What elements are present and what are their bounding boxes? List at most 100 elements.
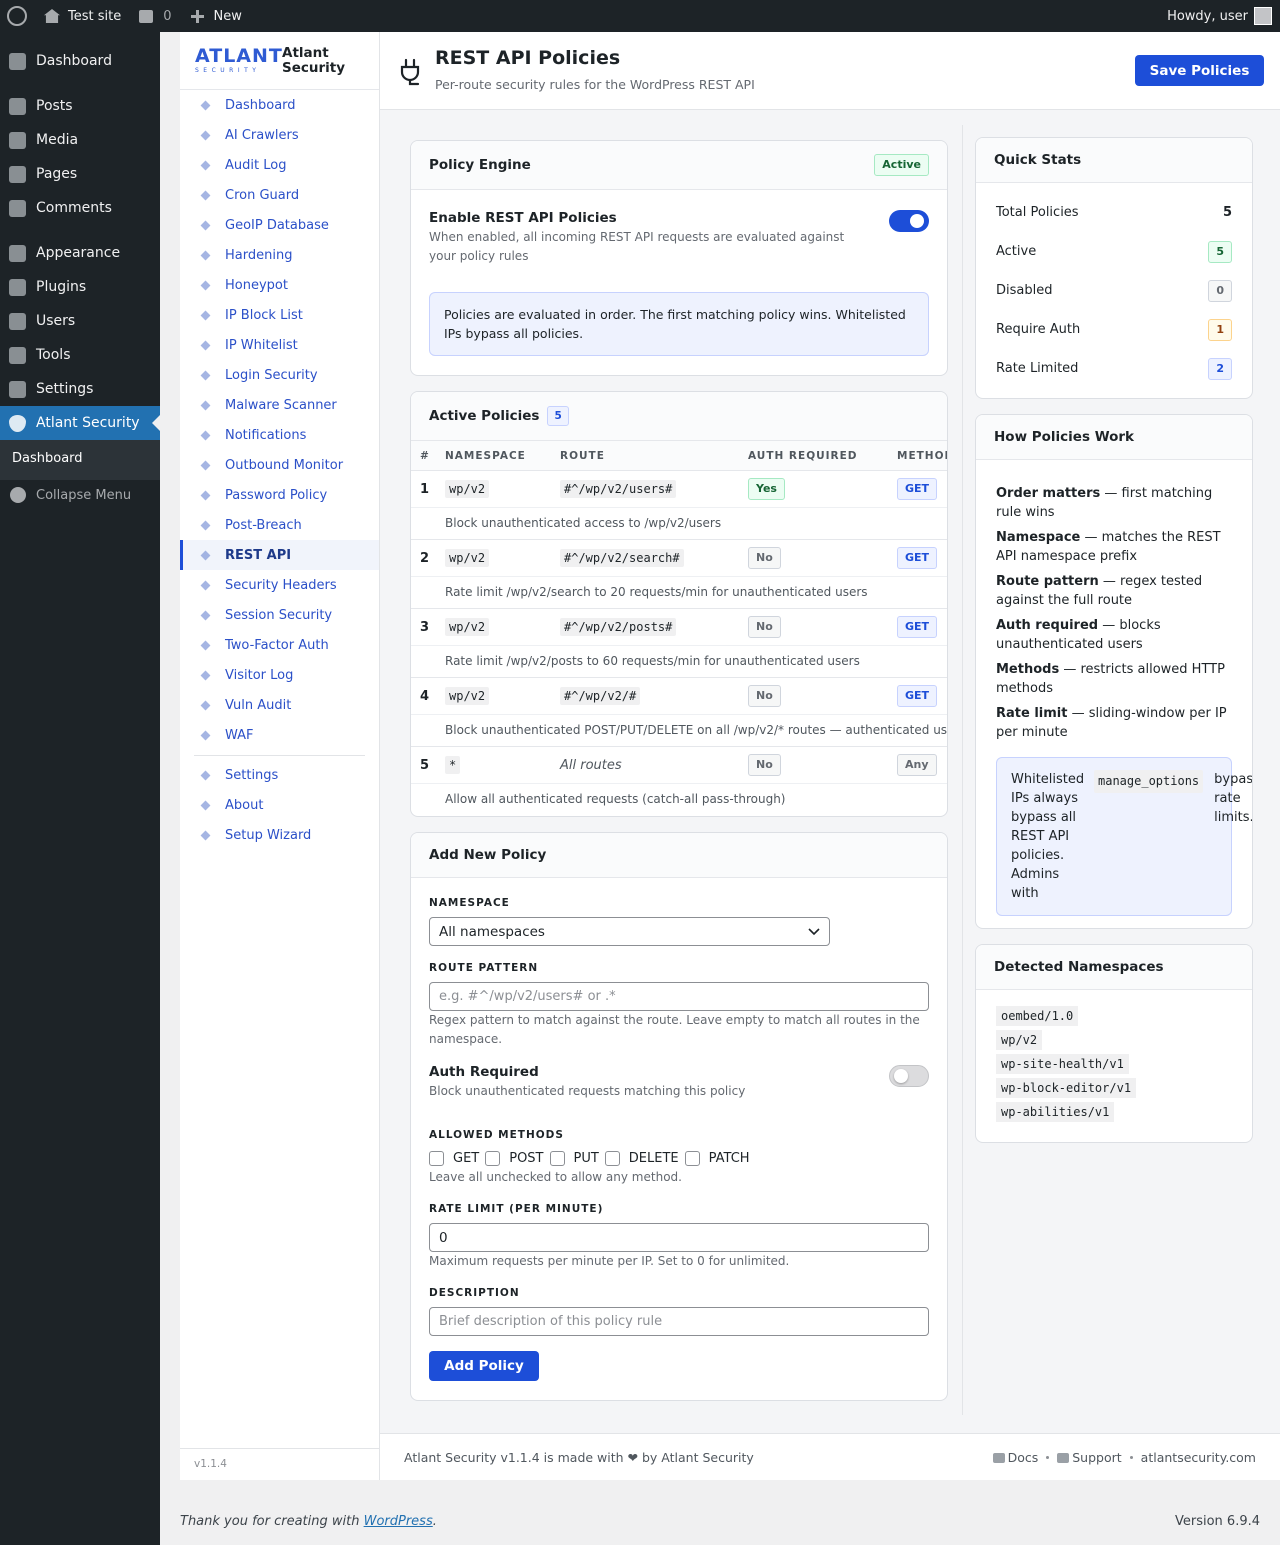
account[interactable]: Howdy, user <box>1167 7 1280 25</box>
nav-item[interactable]: WAF <box>180 720 379 750</box>
menu-item[interactable]: Dashboard <box>0 44 160 78</box>
menu-icon <box>9 414 26 432</box>
new-icon[interactable] <box>190 9 204 23</box>
nav-icon <box>200 640 211 650</box>
menu-item[interactable]: Plugins <box>0 270 160 304</box>
how-text: — blocks unauthenticated users <box>996 618 1161 652</box>
nav-label: Hardening <box>225 247 293 263</box>
card-header: Active Policies 5 <box>411 392 947 441</box>
collapse-icon <box>10 487 26 503</box>
plugin-footer: Atlant Security v1.1.4 is made with ❤ by… <box>380 1433 1280 1480</box>
footer-link[interactable]: atlantsecurity.com <box>1141 1450 1256 1465</box>
policy-description: Rate limit /wp/v2/posts to 60 requests/m… <box>411 646 947 678</box>
nav-label: About <box>225 797 264 813</box>
policy-row[interactable]: 4 wp/v2 #^/wp/v2/# No GET <box>411 678 947 715</box>
stat-value: 2 <box>1208 357 1232 380</box>
policy-row[interactable]: 3 wp/v2 #^/wp/v2/posts# No GET <box>411 609 947 646</box>
checkbox[interactable] <box>485 1150 501 1166</box>
menu-item[interactable]: Posts <box>0 89 160 123</box>
nav-item[interactable]: Honeypot <box>180 270 379 300</box>
menu-item[interactable]: Atlant Security <box>0 406 160 440</box>
wp-logo[interactable] <box>7 6 27 26</box>
nav-item[interactable]: Audit Log <box>180 150 379 180</box>
nav-item[interactable]: Session Security <box>180 600 379 630</box>
policy-row[interactable]: 2 wp/v2 #^/wp/v2/search# No GET <box>411 540 947 577</box>
nav-item[interactable]: GeoIP Database <box>180 210 379 240</box>
new-link[interactable]: New <box>213 8 242 24</box>
nav-item[interactable]: IP Whitelist <box>180 330 379 360</box>
link-icon <box>992 1452 1005 1463</box>
menu-item[interactable]: Comments <box>0 191 160 225</box>
nav-item[interactable]: Vuln Audit <box>180 690 379 720</box>
nav-item[interactable]: Outbound Monitor <box>180 450 379 480</box>
footer-link[interactable]: Docs <box>992 1450 1038 1465</box>
nav-item[interactable]: Visitor Log <box>180 660 379 690</box>
wordpress-link[interactable]: WordPress <box>363 1514 433 1529</box>
menu-icon <box>9 97 26 115</box>
submenu-item[interactable]: Dashboard <box>12 451 83 466</box>
nav-item[interactable]: Post-Breach <box>180 510 379 540</box>
menu-item[interactable]: Tools <box>0 338 160 372</box>
rate-input[interactable]: 0 <box>429 1223 929 1252</box>
nav-item[interactable]: Security Headers <box>180 570 379 600</box>
checkbox[interactable] <box>429 1150 444 1166</box>
nav-item[interactable]: REST API <box>180 540 379 570</box>
nav-item[interactable]: About <box>180 790 379 820</box>
site-name[interactable]: Test site <box>68 8 122 24</box>
menu-label: Settings <box>36 381 94 397</box>
chevron <box>808 927 820 935</box>
nav-item[interactable]: Login Security <box>180 360 379 390</box>
menu-item[interactable]: Appearance <box>0 236 160 270</box>
nav-icon <box>200 280 211 290</box>
nav-item[interactable]: IP Block List <box>180 300 379 330</box>
nav-item[interactable]: Notifications <box>180 420 379 450</box>
wp-version: Version 6.9.4 <box>1174 1514 1260 1529</box>
menu-item[interactable]: Pages <box>0 157 160 191</box>
field-label: ALLOWED METHODS <box>429 1129 564 1141</box>
comments-icon[interactable] <box>139 9 154 23</box>
description-input[interactable]: Brief description of this policy rule <box>429 1307 929 1336</box>
method-label: GET <box>453 1150 480 1166</box>
route-input[interactable]: e.g. #^/wp/v2/users# or .* <box>429 982 929 1011</box>
collapse-menu[interactable]: Collapse Menu <box>0 480 160 510</box>
nav-item[interactable]: Two-Factor Auth <box>180 630 379 660</box>
methods: GET POST PUT DELETE PATCH <box>429 1149 929 1167</box>
card-title: Add New Policy <box>429 847 547 863</box>
nav-label: Setup Wizard <box>225 827 312 843</box>
nav-icon <box>200 550 211 560</box>
card-body: oembed/1.0 wp/v2 wp-site-health/v1 wp-block… <box>976 990 1252 1142</box>
nav-item[interactable]: Password Policy <box>180 480 379 510</box>
nav-item[interactable]: Settings <box>180 760 379 790</box>
status-badge: Active <box>874 154 929 176</box>
menu-item[interactable]: Media <box>0 123 160 157</box>
policy-row[interactable]: 5 * All routes No Any <box>411 747 947 784</box>
nav-item[interactable]: Setup Wizard <box>180 820 379 850</box>
nav-item[interactable]: Dashboard <box>180 90 379 120</box>
add-button[interactable]: Add Policy <box>429 1351 539 1381</box>
table-header: # NAMESPACE ROUTE AUTH REQUIRED METHODS <box>411 441 947 471</box>
checkbox[interactable] <box>604 1150 620 1166</box>
how-term: Order matters <box>996 486 1101 501</box>
policy-number: 2 <box>420 550 430 566</box>
nav-item[interactable]: Hardening <box>180 240 379 270</box>
toggle[interactable] <box>889 210 929 232</box>
nav-item[interactable]: Malware Scanner <box>180 390 379 420</box>
nav-item[interactable]: AI Crawlers <box>180 120 379 150</box>
namespace-select[interactable]: All namespaces <box>429 917 830 946</box>
toggle[interactable] <box>889 1065 929 1087</box>
menu-item[interactable]: Settings <box>0 372 160 406</box>
nav-item[interactable]: Cron Guard <box>180 180 379 210</box>
checkbox[interactable] <box>549 1150 565 1166</box>
plugin-nav: ATLANT SECURITY Atlant Security Dashboard AI… <box>180 32 380 1480</box>
namespace-item: oembed/1.0 <box>996 1006 1232 1026</box>
save-button[interactable]: Save Policies <box>1135 55 1264 86</box>
column-header: AUTH REQUIRED <box>748 449 858 462</box>
separator <box>1046 1455 1050 1459</box>
menu-item[interactable]: Users <box>0 304 160 338</box>
policy-row[interactable]: 1 wp/v2 #^/wp/v2/users# Yes GET <box>411 471 947 508</box>
namespace: wp/v2 <box>445 549 490 567</box>
how-item: Auth required — blocks unauthenticated u… <box>996 616 1232 654</box>
checkbox[interactable] <box>684 1150 700 1166</box>
menu-icon <box>9 244 26 262</box>
footer-link[interactable]: Support <box>1057 1450 1122 1465</box>
